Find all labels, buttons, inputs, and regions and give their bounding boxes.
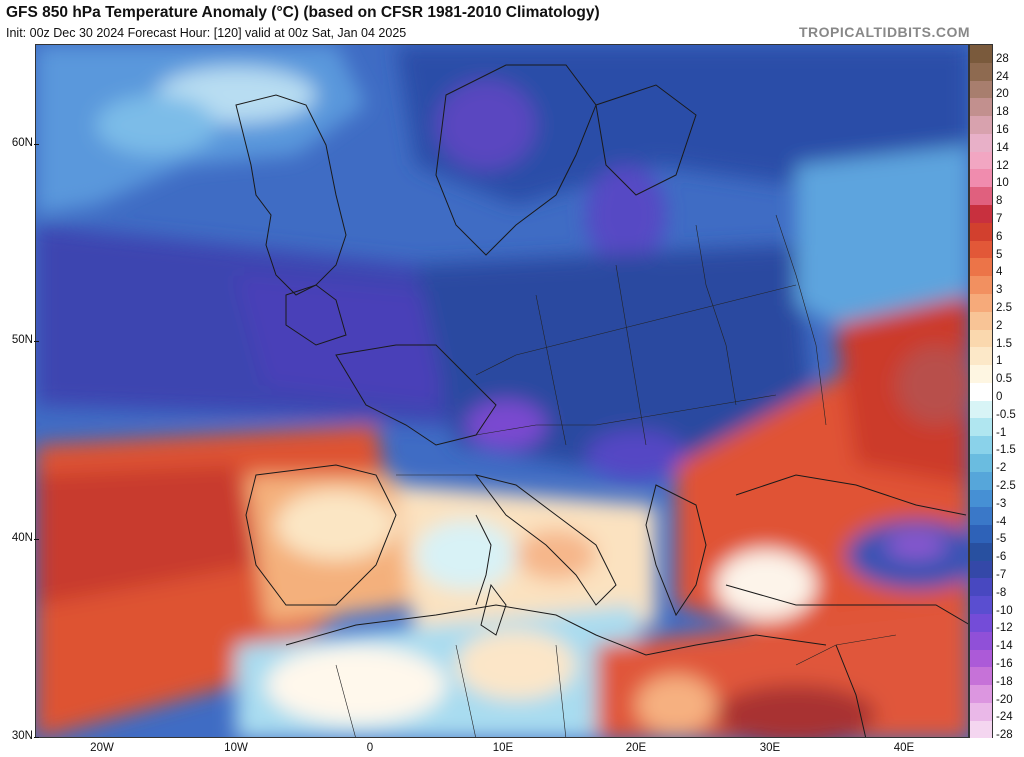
colorbar-label: -0.5 (996, 408, 1016, 421)
colorbar-label: -4 (996, 515, 1007, 528)
colorbar-swatch (970, 80, 992, 99)
colorbar-swatch (970, 311, 992, 330)
colorbar-label: -1.5 (996, 444, 1016, 457)
country-borders (335, 214, 897, 737)
map-subtitle: Init: 00z Dec 30 2024 Forecast Hour: [12… (6, 26, 407, 40)
colorbar-label: -28 (996, 729, 1013, 742)
colorbar-label: -14 (996, 640, 1013, 653)
colorbar-swatch (970, 293, 992, 312)
colorbar-label: 0.5 (996, 373, 1012, 386)
colorbar-label: 2.5 (996, 302, 1012, 315)
colorbar-swatch (970, 614, 992, 632)
colorbar-label: 1 (996, 355, 1003, 368)
lat-label-40n: 40N (0, 532, 39, 544)
colorbar-swatch (970, 418, 992, 437)
map-canvas (36, 45, 968, 737)
colorbar-label: 5 (996, 248, 1003, 261)
colorbar-swatch (970, 187, 992, 206)
colorbar-label: 3 (996, 284, 1003, 297)
lon-label-30e: 30E (759, 742, 781, 754)
temperature-anomaly-map (35, 44, 969, 738)
colorbar-swatch (970, 62, 992, 81)
colorbar-swatch (970, 560, 992, 579)
colorbar-swatch (970, 133, 992, 152)
map-title: GFS 850 hPa Temperature Anomaly (°C) (ba… (6, 4, 600, 21)
lat-label-50n: 50N (0, 334, 39, 346)
brand-watermark: TROPICALTIDBITS.COM (798, 24, 970, 40)
colorbar-label: 14 (996, 141, 1009, 154)
colorbar-swatch (970, 507, 992, 526)
colorbar-swatch (970, 578, 992, 597)
colorbar-label: -16 (996, 657, 1013, 670)
colorbar-swatch (970, 542, 992, 561)
colorbar-label: 6 (996, 230, 1003, 243)
colorbar-label: 0 (996, 391, 1003, 403)
colorbar-label: 24 (996, 70, 1009, 83)
lon-label-20w: 20W (90, 742, 114, 754)
colorbar-swatch (970, 116, 992, 134)
colorbar-label: -6 (996, 551, 1007, 564)
colorbar-swatch (970, 489, 992, 508)
lon-label-0: 0 (366, 742, 374, 754)
colorbar-swatch (970, 702, 992, 721)
colorbar-swatch (970, 685, 992, 703)
colorbar-label: 20 (996, 88, 1009, 101)
colorbar-swatch (970, 151, 992, 170)
colorbar-swatch (970, 649, 992, 668)
colorbar-label: -7 (996, 568, 1007, 581)
colorbar-label: 7 (996, 213, 1003, 226)
colorbar-label: -3 (996, 497, 1007, 510)
colorbar-label: -1 (996, 426, 1007, 439)
lat-label-30n: 30N (0, 730, 39, 742)
colorbar-swatch (970, 596, 992, 614)
colorbar-swatch (970, 436, 992, 454)
colorbar-swatch (970, 45, 992, 63)
colorbar-swatch (970, 240, 992, 259)
colorbar-label: -20 (996, 693, 1013, 706)
colorbar (969, 44, 993, 739)
colorbar-label: 12 (996, 159, 1009, 172)
colorbar-label: 8 (996, 195, 1003, 208)
colorbar-label: -2.5 (996, 479, 1016, 492)
colorbar-swatch (970, 720, 992, 739)
lat-label-60n: 60N (0, 137, 39, 149)
colorbar-swatch (970, 258, 992, 277)
colorbar-label: 1.5 (996, 337, 1012, 350)
colorbar-label: 16 (996, 124, 1009, 137)
colorbar-swatch (970, 276, 992, 294)
colorbar-swatch (970, 365, 992, 383)
colorbar-label: -2 (996, 462, 1007, 475)
colorbar-label: -10 (996, 604, 1013, 617)
colorbar-swatch (970, 667, 992, 686)
colorbar-swatch (970, 222, 992, 241)
colorbar-label: 18 (996, 106, 1009, 119)
lon-label-40e: 40E (893, 742, 915, 754)
colorbar-swatch (970, 400, 992, 419)
colorbar-label: -24 (996, 711, 1013, 724)
lon-label-10w: 10W (224, 742, 248, 754)
colorbar-swatch (970, 347, 992, 366)
colorbar-label: 2 (996, 319, 1003, 332)
colorbar-swatch (970, 205, 992, 223)
colorbar-swatch (970, 453, 992, 472)
colorbar-swatch (970, 525, 992, 543)
colorbar-swatch (970, 98, 992, 117)
anomaly-field (36, 45, 968, 737)
coastlines (235, 64, 968, 737)
colorbar-swatch (970, 382, 992, 401)
colorbar-label: -12 (996, 622, 1013, 635)
colorbar-swatch (970, 169, 992, 188)
colorbar-swatch (970, 329, 992, 348)
lon-label-10e: 10E (492, 742, 514, 754)
colorbar-swatch (970, 631, 992, 650)
colorbar-label: -18 (996, 675, 1013, 688)
colorbar-label: 4 (996, 266, 1003, 279)
colorbar-swatch (970, 471, 992, 490)
colorbar-label: -8 (996, 586, 1007, 599)
colorbar-label: 28 (996, 52, 1009, 65)
lon-label-20e: 20E (625, 742, 647, 754)
colorbar-label: 10 (996, 177, 1009, 190)
colorbar-label: -5 (996, 533, 1007, 546)
